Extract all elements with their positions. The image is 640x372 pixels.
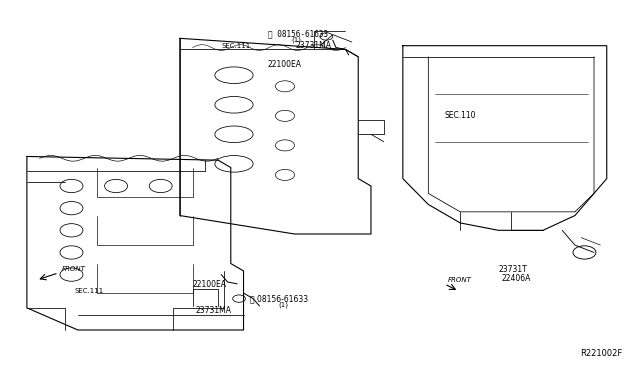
- Text: 22100EA: 22100EA: [193, 280, 227, 289]
- Text: SEC.111: SEC.111: [75, 288, 104, 294]
- Text: FRONT: FRONT: [447, 277, 471, 283]
- Text: R221002F: R221002F: [580, 349, 623, 358]
- Text: (1): (1): [291, 36, 301, 43]
- Text: SEC.111: SEC.111: [221, 44, 250, 49]
- Text: SEC.110: SEC.110: [444, 111, 476, 121]
- Text: 23731MA: 23731MA: [196, 306, 232, 315]
- Text: 22406A: 22406A: [502, 274, 531, 283]
- Text: FRONT: FRONT: [62, 266, 86, 272]
- Text: Ⓑ 08156-61633: Ⓑ 08156-61633: [268, 29, 328, 38]
- Text: 23731T: 23731T: [499, 264, 527, 273]
- Text: 23731MA: 23731MA: [296, 41, 332, 50]
- Text: 22100EA: 22100EA: [268, 60, 301, 69]
- Text: (1): (1): [278, 302, 289, 308]
- Text: Ⓑ 08156-61633: Ⓑ 08156-61633: [250, 294, 308, 303]
